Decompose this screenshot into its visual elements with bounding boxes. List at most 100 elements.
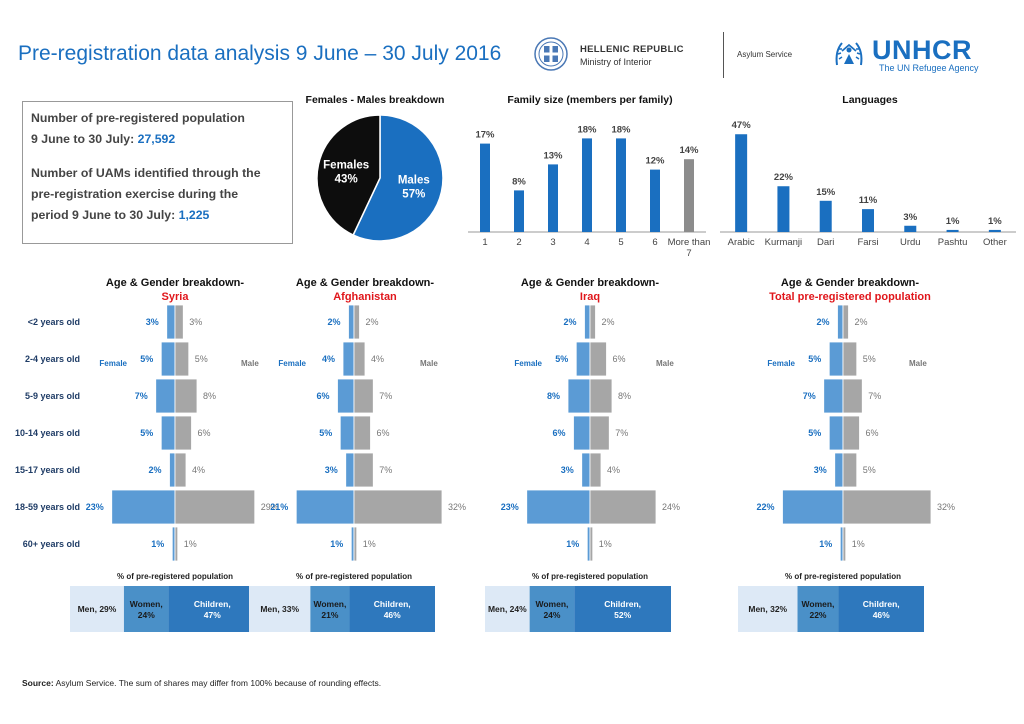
- pyramid-female-bar: [169, 452, 176, 488]
- age-gender-pyramids: <2 years old 2-4 years old 5-9 years old 10…: [15, 304, 955, 632]
- info-line1: Number of pre-registered population: [31, 111, 245, 125]
- family-bar: [514, 190, 524, 232]
- pyramid-male-value: 32%: [448, 502, 466, 512]
- pyramid-male-legend: Male: [420, 359, 438, 368]
- lang-category-label: Urdu: [900, 237, 921, 248]
- composition-segment: [485, 586, 530, 632]
- pyramid-male-value: 7%: [379, 465, 392, 475]
- lang-category-label: Other: [983, 237, 1007, 248]
- source-text: Asylum Service. The sum of shares may di…: [55, 678, 382, 688]
- composition-segment-label: Women,: [802, 599, 835, 609]
- pyramid-female-bar: [782, 489, 844, 525]
- composition-segment-label: Women,: [536, 599, 569, 609]
- family-value-label: 12%: [645, 156, 665, 167]
- pyramid-title-syria: Age & Gender breakdown- Syria: [90, 276, 260, 304]
- unhcr-name: UNHCR: [872, 35, 972, 65]
- lang-bar: [988, 229, 1001, 232]
- pyramid-female-value: 3%: [561, 465, 574, 475]
- pyramid-title-prefix: Age & Gender breakdown-: [295, 277, 435, 289]
- pyramid-female-bar: [526, 489, 591, 525]
- info-line2-row: 9 June to 30 July: 27,592: [31, 129, 284, 150]
- pyramid-male-value: 8%: [618, 391, 631, 401]
- pyramid-male-bar: [842, 489, 932, 525]
- pyramid-male-value: 7%: [615, 428, 628, 438]
- unhcr-logo-icon: [835, 42, 863, 66]
- pyramid-female-bar: [584, 304, 591, 340]
- pyramid-male-bar: [589, 304, 596, 340]
- pyramid-male-bar: [174, 341, 190, 377]
- pyramid-female-value: 3%: [146, 317, 159, 327]
- pyramid-female-bar: [823, 378, 844, 414]
- pyramid-female-bar: [337, 378, 355, 414]
- pyramid-male-bar: [589, 378, 613, 414]
- pie-label-name-females: Females: [323, 159, 369, 171]
- pyramid-female-value: 2%: [563, 317, 576, 327]
- pyramid-male-legend: Male: [241, 359, 259, 368]
- lang-category-label: Kurmanji: [765, 237, 803, 248]
- composition-segment-label: Men, 24%: [488, 604, 527, 614]
- header-divider: [723, 32, 724, 78]
- pyramid-male-bar: [842, 452, 858, 488]
- pyramid-male-value: 4%: [607, 465, 620, 475]
- composition-segment-label: Men, 29%: [78, 604, 117, 614]
- pyramid-female-value: 5%: [808, 354, 821, 364]
- lang-value-label: 11%: [859, 195, 878, 206]
- composition-segment-label: Children,: [604, 599, 641, 609]
- age-group-label: 18-59 years old: [15, 502, 80, 512]
- composition-segment-value: 24%: [543, 610, 560, 620]
- pyramid-subtitle-total: Total pre-registered population: [769, 291, 931, 303]
- pyramid-male-value: 1%: [852, 539, 865, 549]
- family-value-label: 18%: [577, 124, 597, 135]
- pyramid-male-legend: Male: [909, 359, 927, 368]
- composition-segment: [249, 586, 311, 632]
- pyramid-male-value: 32%: [937, 502, 955, 512]
- family-category-label: 1: [482, 237, 487, 248]
- age-group-label: 2-4 years old: [25, 354, 80, 364]
- pyramid-male-value: 5%: [195, 354, 208, 364]
- composition-segment-label: Women,: [130, 599, 163, 609]
- page-title: Pre-registration data analysis 9 June – …: [18, 42, 502, 65]
- pyramid-footer-label: % of pre-registered population: [532, 572, 648, 581]
- pyramid-female-bar: [828, 341, 844, 377]
- pyramid-female-value: 2%: [816, 317, 829, 327]
- pyramid-male-bar: [842, 378, 863, 414]
- pyramid-female-bar: [839, 526, 844, 562]
- family-value-label: 17%: [475, 130, 495, 141]
- gender-pie-chart: Males 57% Females 43%: [316, 114, 444, 242]
- pyramid-subtitle-syria: Syria: [161, 291, 189, 303]
- pyramid-male-bar: [589, 415, 610, 451]
- family-category-label: More than: [668, 237, 711, 248]
- pyramid-female-bar: [586, 526, 591, 562]
- pyramid-title-afghanistan: Age & Gender breakdown- Afghanistan: [280, 276, 450, 304]
- info-value1: 27,592: [137, 132, 176, 146]
- pyramid-female-bar: [834, 452, 844, 488]
- pie-label-value-males: 57%: [402, 189, 425, 201]
- family-value-label: 14%: [679, 145, 699, 156]
- pyramid-female-bar: [111, 489, 176, 525]
- pyramid-female-value: 5%: [140, 428, 153, 438]
- pyramid-male-bar: [174, 304, 184, 340]
- unhcr-subtitle: The UN Refugee Agency: [879, 63, 979, 73]
- pyramid-male-value: 4%: [371, 354, 384, 364]
- lang-value-label: 1%: [988, 216, 1002, 227]
- pyramid-female-legend: Female: [99, 359, 127, 368]
- pyramid-title-total: Age & Gender breakdown- Total pre-regist…: [755, 276, 945, 304]
- lang-bar: [735, 134, 748, 232]
- pyramid-male-value: 6%: [866, 428, 879, 438]
- lang-value-label: 3%: [903, 212, 917, 223]
- family-bar: [582, 138, 592, 232]
- pyramid-female-value: 5%: [808, 428, 821, 438]
- pyramid-male-bar: [589, 489, 657, 525]
- composition-segment: [123, 586, 169, 632]
- lang-bar: [819, 200, 832, 232]
- pyramid-female-bar: [581, 452, 591, 488]
- pyramid-female-value: 5%: [319, 428, 332, 438]
- info-line2: 9 June to 30 July:: [31, 132, 135, 146]
- pyramid-male-value: 7%: [379, 391, 392, 401]
- composition-segment-label: Men, 32%: [748, 604, 787, 614]
- gr-logo-text: HELLENIC REPUBLIC Ministry of Interior: [580, 44, 684, 68]
- pyramid-male-value: 7%: [868, 391, 881, 401]
- pyramid-male-value: 5%: [863, 465, 876, 475]
- pyramid-male-value: 1%: [363, 539, 376, 549]
- population-info-box: Number of pre-registered population 9 Ju…: [22, 101, 293, 244]
